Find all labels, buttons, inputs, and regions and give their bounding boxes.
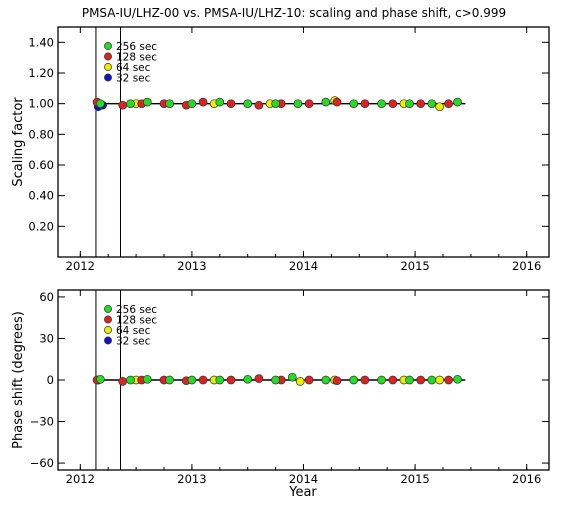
bottom-point-128-sec xyxy=(226,375,236,385)
top-point-128-sec xyxy=(444,99,453,109)
bottom-point-256-sec xyxy=(271,375,280,385)
bottom-legend-marker xyxy=(104,326,112,334)
bottom-point-128-sec xyxy=(444,375,453,385)
bottom-x-tick-label: 2015 xyxy=(400,472,429,486)
top-point-256-sec xyxy=(377,99,386,109)
chart-title: PMSA-IU/LHZ-00 vs. PMSA-IU/LHZ-10: scali… xyxy=(82,6,506,20)
top-legend-marker xyxy=(104,63,112,71)
top-y-tick-label: 1.40 xyxy=(28,35,54,49)
top-y-tick-label: 0.20 xyxy=(28,219,54,233)
top-point-128-sec xyxy=(118,100,128,110)
top-point-128-sec xyxy=(226,99,236,109)
top-point-256-sec xyxy=(349,99,359,109)
bottom-y-tick-label: 0 xyxy=(47,373,54,387)
top-y-axis-label: Scaling factor xyxy=(11,97,26,187)
top-y-tick-label: 1.20 xyxy=(28,66,54,80)
bottom-point-256-sec xyxy=(405,375,414,385)
bottom-legend-label: 64 sec xyxy=(116,325,151,337)
top-point-256-sec xyxy=(321,97,331,107)
bottom-point-256-sec xyxy=(321,375,331,385)
top-point-256-sec xyxy=(96,99,105,109)
top-legend-marker xyxy=(104,42,112,50)
top-point-128-sec xyxy=(416,99,426,109)
top-y-tick-label: 0.60 xyxy=(28,158,54,172)
bottom-point-128-sec xyxy=(416,375,426,385)
bottom-point-128-sec xyxy=(360,375,370,385)
bottom-point-128-sec xyxy=(254,374,264,383)
x-axis-label: Year xyxy=(288,485,317,500)
top-point-128-sec xyxy=(360,99,370,109)
top-legend-label: 128 sec xyxy=(116,52,157,64)
bottom-x-tick-label: 2016 xyxy=(512,472,541,486)
bottom-x-tick-label: 2013 xyxy=(177,472,206,486)
bottom-point-256-sec xyxy=(377,375,386,385)
bottom-point-128-sec xyxy=(198,375,208,385)
top-point-256-sec xyxy=(453,97,462,107)
bottom-point-128-sec xyxy=(304,375,314,385)
bottom-legend-marker xyxy=(104,305,112,313)
bottom-point-256-sec xyxy=(427,375,437,385)
top-legend-label: 32 sec xyxy=(116,73,151,85)
bottom-point-256-sec xyxy=(126,375,135,385)
top-x-tick-label: 2015 xyxy=(400,259,429,273)
top-x-tick-label: 2012 xyxy=(66,259,95,273)
bottom-legend-marker xyxy=(104,336,112,345)
top-point-256-sec xyxy=(215,97,225,107)
bottom-legend-marker xyxy=(104,315,112,324)
bottom-y-tick-label: −60 xyxy=(30,456,54,470)
top-point-256-sec xyxy=(293,99,303,109)
top-point-256-sec xyxy=(142,97,152,107)
top-point-256-sec xyxy=(126,99,135,109)
bottom-point-256-sec xyxy=(165,375,174,385)
top-point-128-sec xyxy=(254,100,264,110)
bottom-point-128-sec xyxy=(118,377,128,386)
bottom-point-256-sec xyxy=(453,374,462,384)
bottom-point-256-sec xyxy=(287,372,297,382)
bottom-y-tick-label: 60 xyxy=(39,290,54,304)
top-y-tick-label: 0.80 xyxy=(28,127,54,141)
top-legend-marker xyxy=(104,73,112,82)
top-point-256-sec xyxy=(271,99,280,109)
top-point-256-sec xyxy=(187,99,197,109)
top-legend-label: 256 sec xyxy=(116,41,157,53)
top-point-128-sec xyxy=(388,99,398,109)
top-x-tick-label: 2013 xyxy=(177,259,206,273)
bottom-legend-label: 32 sec xyxy=(116,336,151,348)
bottom-point-64-sec xyxy=(295,377,305,386)
bottom-point-256-sec xyxy=(349,375,359,385)
top-point-64-sec xyxy=(435,102,444,112)
top-point-256-sec xyxy=(427,99,437,109)
bottom-legend-label: 256 sec xyxy=(116,304,157,316)
bottom-point-256-sec xyxy=(215,375,225,385)
top-legend-label: 64 sec xyxy=(116,62,151,74)
bottom-legend-label: 128 sec xyxy=(116,315,157,327)
bottom-y-axis-label: Phase shift (degrees) xyxy=(11,311,26,449)
top-point-256-sec xyxy=(243,99,253,109)
top-point-256-sec xyxy=(405,99,414,109)
top-point-128-sec xyxy=(332,97,342,107)
top-point-128-sec xyxy=(198,97,208,107)
bottom-x-tick-label: 2012 xyxy=(66,472,95,486)
top-legend-marker xyxy=(104,52,112,61)
bottom-y-tick-label: 30 xyxy=(39,331,54,345)
bottom-point-128-sec xyxy=(332,376,342,386)
bottom-point-128-sec xyxy=(388,375,398,385)
bottom-point-256-sec xyxy=(96,374,105,384)
top-point-256-sec xyxy=(165,99,174,109)
bottom-point-256-sec xyxy=(142,374,152,384)
bottom-point-64-sec xyxy=(435,375,444,385)
bottom-x-tick-label: 2014 xyxy=(289,472,318,486)
bottom-y-tick-label: −30 xyxy=(30,415,54,429)
top-y-tick-label: 0.40 xyxy=(28,189,54,203)
top-point-128-sec xyxy=(304,99,314,109)
top-y-tick-label: 1.00 xyxy=(28,97,54,111)
top-x-tick-label: 2016 xyxy=(512,259,541,273)
top-x-tick-label: 2014 xyxy=(289,259,318,273)
bottom-point-256-sec xyxy=(187,375,197,385)
bottom-point-256-sec xyxy=(243,374,253,384)
